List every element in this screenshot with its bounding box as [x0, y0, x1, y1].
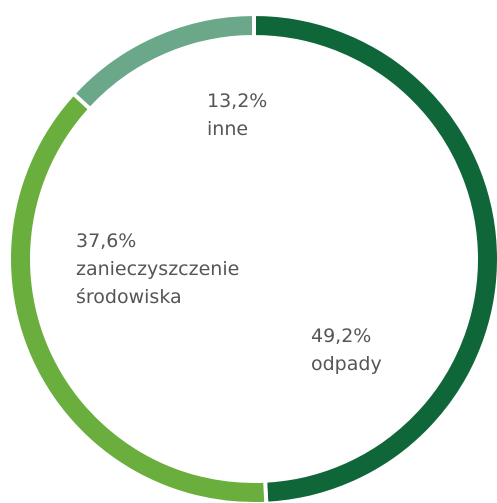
- segment-label: 13,2% inne: [207, 87, 422, 143]
- segment-label: 49,2% odpady: [311, 322, 497, 378]
- donut-segment: [252, 11, 497, 503]
- category-label: zanieczyszczenie środowiska: [76, 258, 240, 308]
- category-label: odpady: [311, 353, 382, 375]
- donut-segment: [70, 11, 256, 112]
- category-label: inne: [207, 118, 249, 140]
- segment-label: 37,6% zanieczyszczenie środowiska: [76, 227, 291, 311]
- value-label: 13,2%: [207, 90, 268, 112]
- value-label: 37,6%: [76, 230, 137, 252]
- value-label: 49,2%: [311, 325, 372, 347]
